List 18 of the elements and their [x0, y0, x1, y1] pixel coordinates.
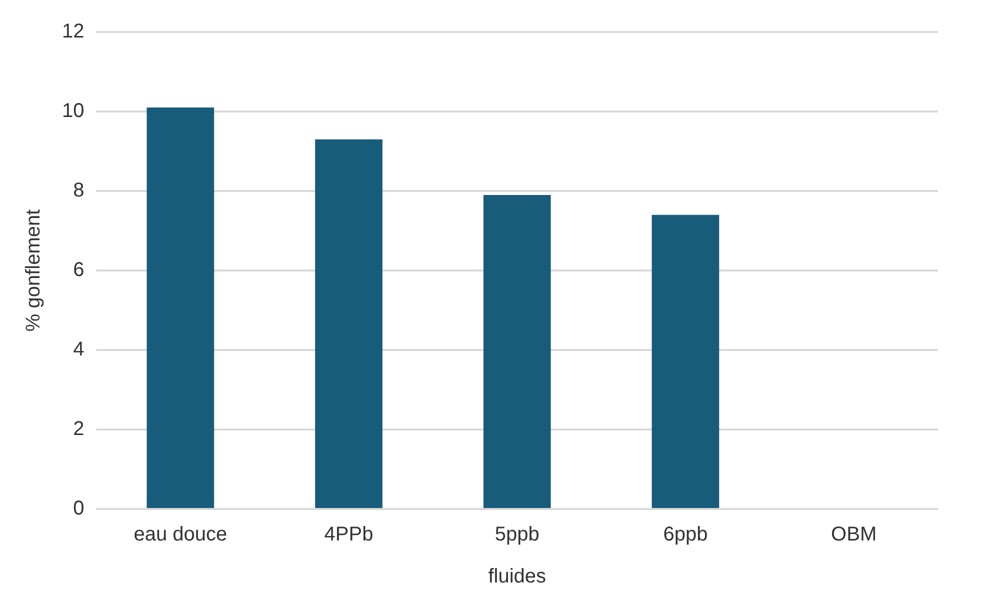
y-tick-label: 4 [73, 338, 84, 361]
x-tick-label: 5ppb [494, 524, 540, 546]
bar [652, 214, 720, 508]
bar [315, 139, 382, 508]
bar [483, 194, 551, 508]
x-tick-label: eau douce [134, 524, 228, 546]
y-axis-title: % gonflement [22, 208, 45, 332]
y-tick-label: 0 [73, 498, 84, 520]
x-axis-title: fluides [488, 566, 546, 588]
x-tick-label: 4PPb [324, 524, 374, 546]
y-tick-label: 2 [73, 418, 84, 440]
y-tick-label: 10 [62, 100, 84, 122]
bar [146, 108, 214, 508]
x-tick-label: 6ppb [663, 524, 708, 546]
y-tick-label: 12 [62, 20, 84, 43]
y-tick-label: 6 [73, 259, 84, 282]
x-tick-label: OBM [831, 524, 877, 546]
y-tick-label: 8 [73, 180, 84, 202]
